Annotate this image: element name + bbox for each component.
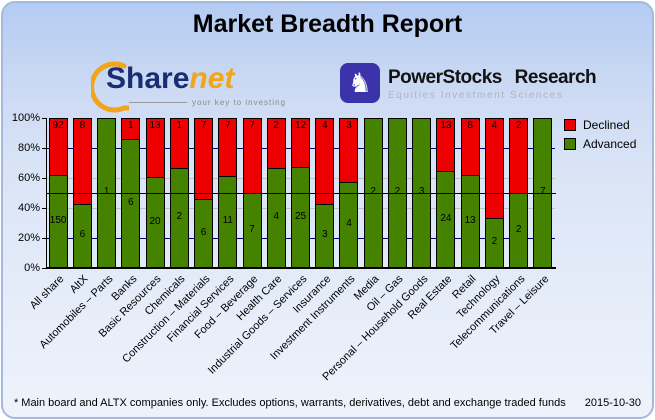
advanced-value: 7 — [249, 223, 255, 235]
declined-value: 8 — [79, 120, 86, 131]
y-tick-label: 20% — [17, 232, 40, 244]
advanced-value: 3 — [418, 186, 425, 197]
advanced-value: 4 — [273, 211, 280, 222]
powerstocks-subtitle: Equities Investment Sciences — [388, 90, 564, 101]
bar-retail: 8 13 — [460, 118, 480, 268]
legend-advanced-label: Advanced — [583, 137, 637, 151]
y-tick-label: 60% — [17, 172, 40, 184]
powerstocks-name: PowerStocks Research — [388, 67, 597, 88]
tagline-rule — [129, 102, 187, 103]
knight-chess-icon: ♞ — [347, 67, 373, 99]
legend-row-advanced: Advanced — [564, 137, 636, 151]
advanced-value: 2 — [370, 186, 376, 197]
declined-value: 4 — [491, 120, 498, 131]
legend-declined-label: Declined — [583, 118, 630, 132]
y-tick-mark — [42, 238, 46, 239]
sharenet-tagline-row: your key to investing — [129, 98, 286, 107]
bar-basic-resources: 13 20 — [145, 118, 165, 268]
declined-value: 3 — [346, 120, 352, 131]
y-tick-mark — [42, 178, 46, 179]
advanced-value: 1 — [103, 186, 110, 197]
advanced-value: 7 — [540, 186, 546, 197]
advanced-value: 20 — [149, 215, 161, 227]
advanced-value: 150 — [49, 214, 67, 226]
advanced-value: 6 — [128, 196, 134, 208]
bar-industrial-goods-services: 12 25 — [291, 118, 310, 268]
sharenet-arc-icon — [91, 61, 129, 113]
sharenet-logo: Sharenet your key to investing — [91, 60, 285, 113]
advanced-value: 6 — [79, 229, 86, 240]
declined-value: 7 — [225, 120, 231, 131]
legend-row-declined: Declined — [564, 118, 636, 132]
report-date: 2015-10-30 — [584, 397, 642, 409]
sharenet-tagline: your key to investing — [192, 98, 286, 107]
advanced-value: 25 — [294, 210, 307, 222]
advanced-value: 11 — [222, 215, 233, 226]
declined-value: 92 — [52, 120, 64, 131]
declined-value: 1 — [128, 120, 134, 131]
segment-declined — [484, 118, 504, 219]
advanced-value: 24 — [440, 212, 452, 224]
advanced-value: 6 — [200, 226, 207, 238]
y-tick-label: 40% — [17, 202, 40, 214]
market-breadth-chart: Declined Advanced 100% 80% 60% 40% 20% 0% 92 15… — [3, 3, 652, 417]
declined-value: 7 — [200, 120, 207, 131]
advanced-value: 2 — [394, 186, 401, 197]
legend: Declined Advanced — [564, 118, 636, 156]
y-tick-label: 80% — [17, 142, 40, 154]
declined-value: 8 — [467, 120, 473, 131]
fifty-percent-line — [46, 193, 556, 194]
powerstocks-text: PowerStocks Research Equities Investment… — [388, 63, 597, 101]
declined-value: 1 — [176, 120, 183, 131]
page-title: Market Breadth Report — [192, 10, 463, 38]
declined-value: 13 — [440, 120, 452, 131]
advanced-value: 2 — [491, 236, 498, 247]
declined-value: 12 — [294, 120, 307, 131]
powerstocks-chip: ♞ — [340, 63, 380, 103]
advanced-value: 3 — [321, 229, 328, 240]
y-tick-mark — [42, 148, 46, 149]
advanced-value: 13 — [464, 214, 476, 226]
segment-declined — [72, 118, 92, 205]
advanced-value: 2 — [176, 211, 183, 222]
y-tick-mark — [42, 208, 46, 209]
y-tick-mark — [42, 118, 46, 119]
legend-advanced-swatch — [564, 138, 576, 150]
bar-all-share: 92 150 — [48, 118, 68, 268]
y-tick-label: 0% — [24, 262, 40, 274]
y-tick-label: 100% — [11, 112, 40, 124]
sharenet-wordmark: Sharenet — [106, 62, 234, 96]
bar-financial-services: 7 11 — [218, 118, 238, 268]
y-tick-mark — [42, 268, 46, 269]
declined-value: 2 — [515, 120, 522, 131]
declined-value: 2 — [273, 120, 280, 131]
advanced-value: 4 — [346, 218, 352, 229]
declined-value: 13 — [149, 120, 161, 131]
sharenet-word-share: Share — [106, 62, 190, 95]
footnote: * Main board and ALTX companies only. Ex… — [13, 397, 566, 409]
x-axis-line — [46, 267, 556, 269]
declined-value: 4 — [321, 120, 328, 131]
segment-declined — [315, 118, 335, 205]
advanced-value: 2 — [515, 223, 522, 235]
legend-declined-swatch — [564, 119, 576, 131]
sharenet-word-net: net — [189, 62, 235, 95]
footer: * Main board and ALTX companies only. Ex… — [3, 397, 652, 409]
bar-real-estate: 13 24 — [436, 118, 456, 268]
powerstocks-logo: ♞ PowerStocks Research Equities Investme… — [340, 63, 597, 103]
declined-value: 7 — [249, 120, 255, 131]
